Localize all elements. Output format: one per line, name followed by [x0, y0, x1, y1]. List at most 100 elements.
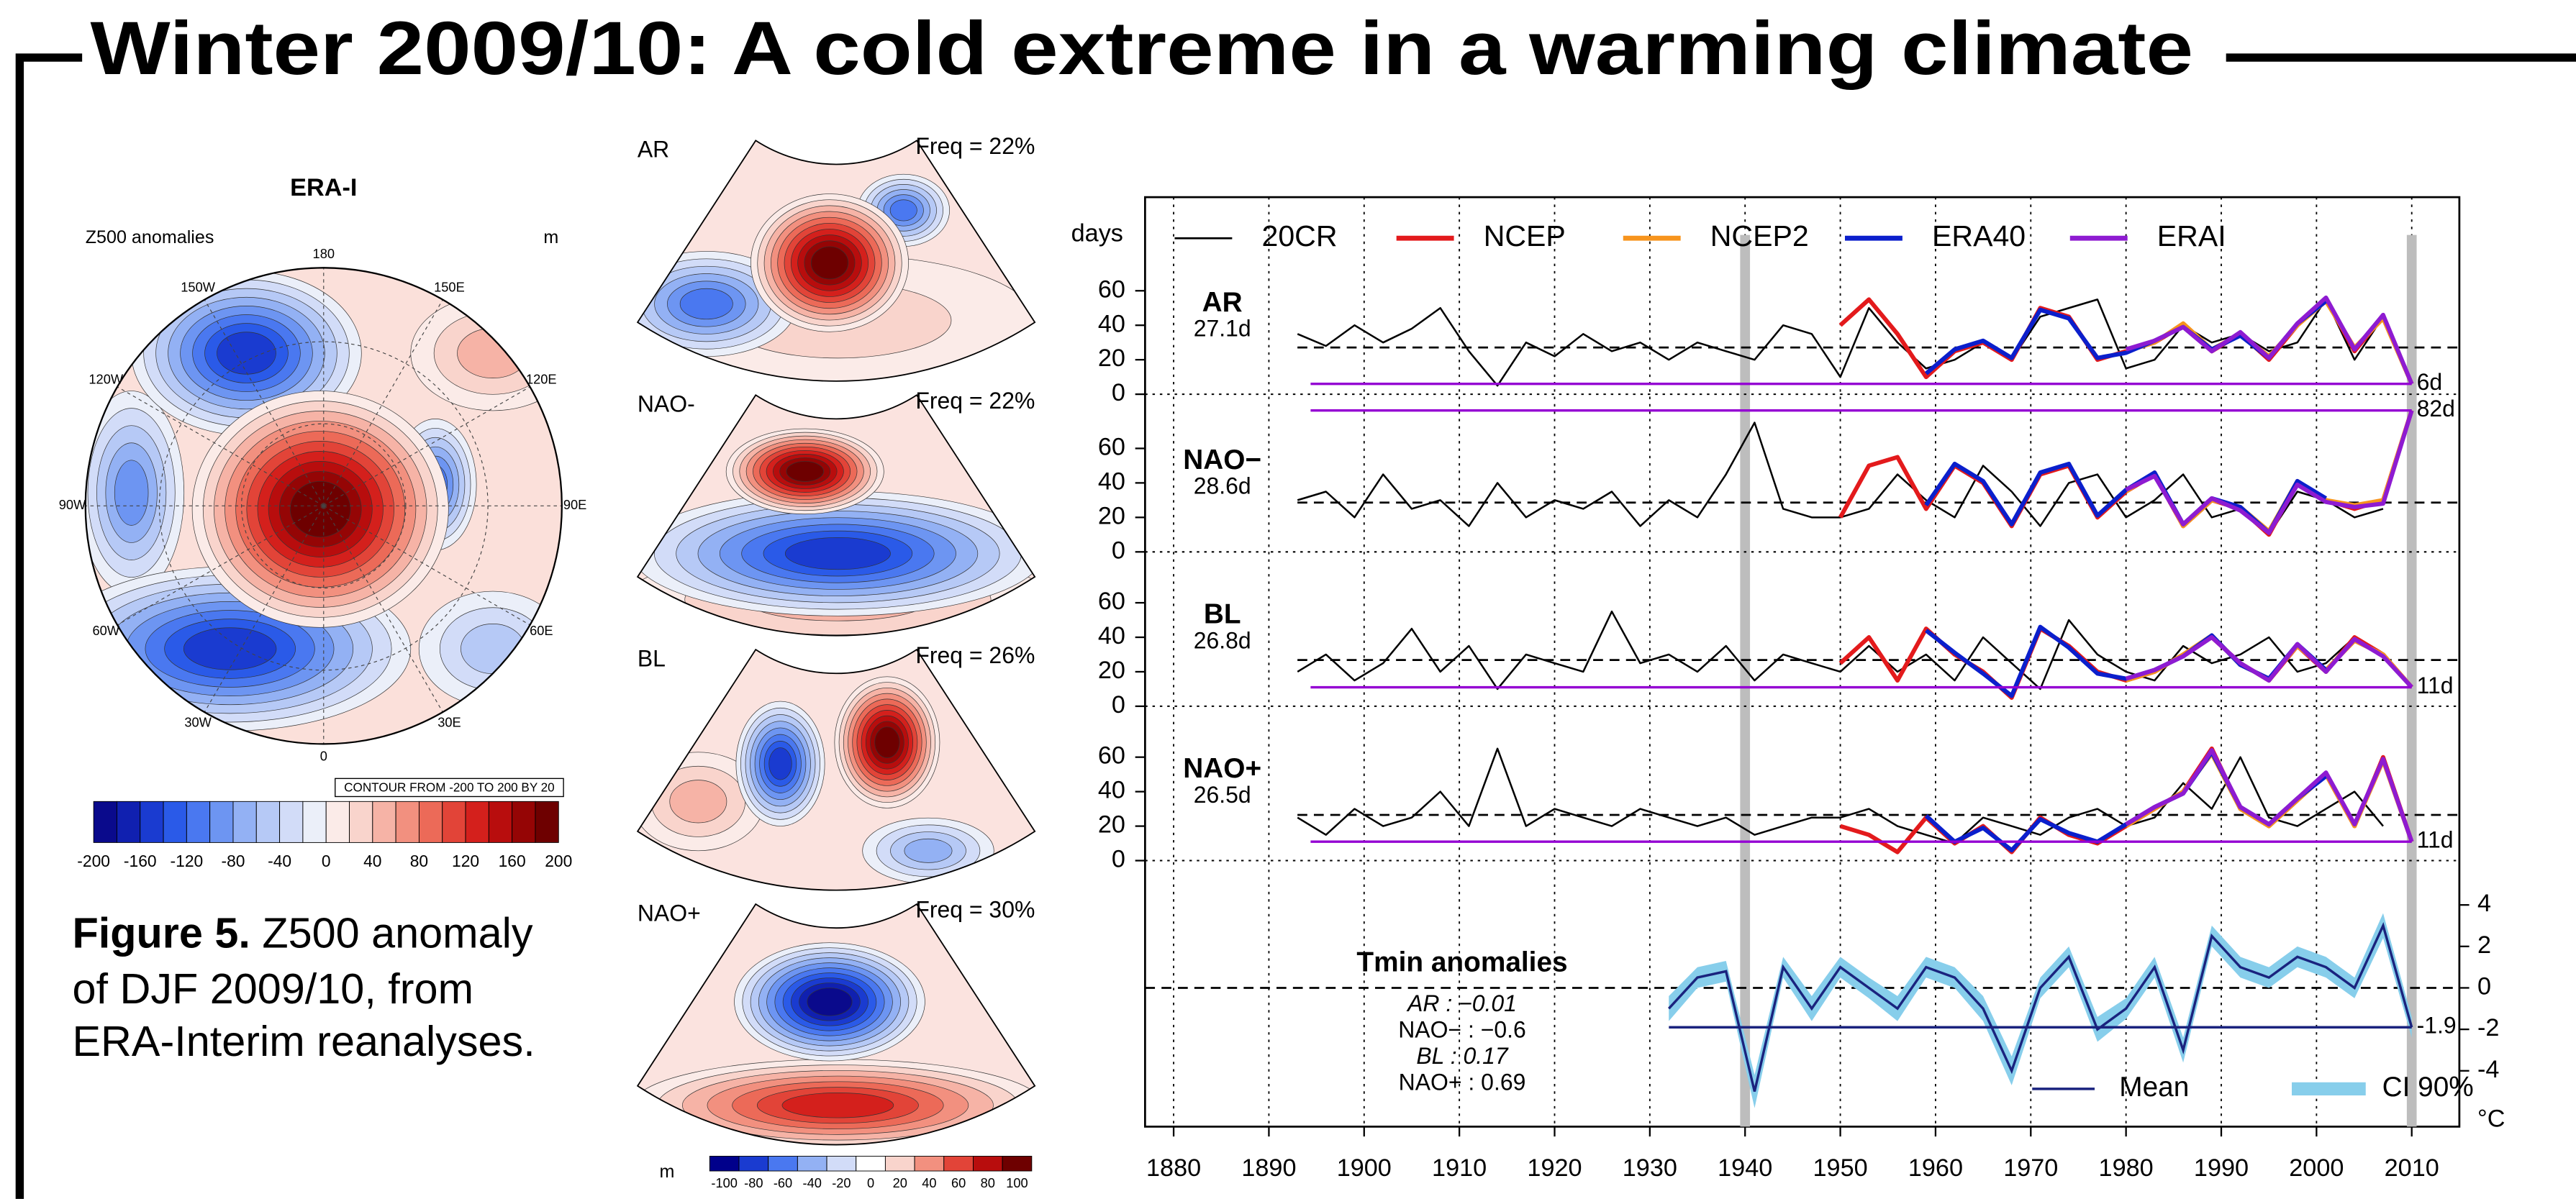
- colorbar-label: 120: [452, 852, 479, 870]
- regime-freq: Freq = 22%: [915, 388, 1035, 414]
- regime-label: BL: [1204, 599, 1241, 630]
- y-tick-label: -2: [2477, 1014, 2499, 1041]
- y-tick-label: 0: [2477, 973, 2491, 1000]
- longitude-label: 90E: [563, 497, 586, 512]
- series-line: [2125, 635, 2413, 689]
- colorbar-box: [140, 801, 164, 843]
- last-value-label: -1.9: [2417, 1013, 2457, 1039]
- map-unit: m: [543, 227, 558, 247]
- anomaly-contour: [768, 747, 792, 780]
- anomaly-contour: [183, 627, 277, 670]
- mean-label: 27.1d: [1194, 315, 1251, 341]
- regime-map: [638, 904, 1035, 1145]
- x-tick-label: 1880: [1146, 1154, 1201, 1182]
- last-value-label: 11d: [2417, 673, 2454, 698]
- fan-edge: [636, 140, 1036, 382]
- last-value-label: 6d: [2417, 369, 2443, 395]
- tmin-title: Tmin anomalies: [1356, 947, 1567, 978]
- fan-edge: [636, 393, 1036, 637]
- y-tick-label: 20: [1098, 345, 1125, 372]
- colorbar-box: [512, 801, 536, 843]
- x-tick-label: 1980: [2099, 1154, 2154, 1182]
- y-tick-label: 60: [1098, 275, 1125, 303]
- colorbar-box: [232, 801, 257, 843]
- meridian: [117, 386, 325, 506]
- colorbar-box: [943, 1156, 974, 1172]
- meridian: [204, 506, 325, 713]
- anomaly-contour: [114, 460, 149, 526]
- fan-edge: [636, 648, 1036, 891]
- colorbar-box: [186, 801, 211, 843]
- anomaly-contour: [781, 1093, 894, 1118]
- mean-label: 26.5d: [1194, 782, 1251, 808]
- x-tick-label: 1910: [1432, 1154, 1487, 1182]
- y-tick-label: -4: [2477, 1056, 2499, 1083]
- mean-label: 26.8d: [1194, 627, 1251, 653]
- caption: Figure 5. Z500 anomaly: [72, 908, 532, 957]
- y-tick-label: 0: [1112, 537, 1125, 564]
- legend-label: Mean: [2119, 1072, 2189, 1103]
- legend-label: NCEP: [1484, 219, 1566, 252]
- colorbar-label: 100: [1006, 1175, 1028, 1190]
- longitude-label: 30W: [184, 715, 212, 730]
- colorbar-label: -40: [803, 1175, 822, 1190]
- colorbar-box: [116, 801, 141, 843]
- meridian: [117, 505, 325, 626]
- longitude-label: 90W: [59, 497, 86, 512]
- series-line: [1297, 610, 2384, 690]
- x-tick-label: 1950: [1813, 1154, 1867, 1182]
- y-tick-label: 40: [1098, 310, 1125, 337]
- regime-name: NAO+: [638, 900, 701, 926]
- y-tick-label: 60: [1098, 433, 1125, 460]
- longitude-label: 120W: [89, 372, 123, 387]
- y-tick-label: 20: [1098, 502, 1125, 529]
- longitude-label: 60E: [530, 623, 553, 638]
- series-line: [2125, 748, 2414, 843]
- anomaly-contour: [810, 246, 849, 280]
- colorbar-box: [488, 801, 513, 843]
- regime-name: BL: [638, 645, 666, 671]
- caption-line: ERA-Interim reanalyses.: [72, 1017, 535, 1065]
- colorbar-label: 0: [867, 1175, 874, 1190]
- mean-label: 28.6d: [1194, 473, 1251, 499]
- colorbar-label: -80: [221, 852, 245, 870]
- meridian: [323, 386, 530, 506]
- meridian: [323, 506, 443, 713]
- legend-label: CI 90%: [2382, 1072, 2474, 1103]
- colorbar-label: 20: [893, 1175, 907, 1190]
- regime-label: AR: [1202, 287, 1243, 318]
- tmin-stat: BL : 0.17: [1416, 1043, 1509, 1069]
- colorbar-label: 0: [322, 852, 331, 870]
- caption-line: of DJF 2009/10, from: [72, 965, 473, 1013]
- colorbar-box: [279, 801, 304, 843]
- meridian: [323, 505, 530, 626]
- legend-label: ERAI: [2157, 219, 2226, 252]
- legend-label: 20CR: [1261, 219, 1337, 252]
- y-axis-unit: days: [1071, 220, 1123, 247]
- regime-label: NAO−: [1183, 445, 1261, 475]
- regime-freq: Freq = 30%: [915, 897, 1035, 923]
- colorbar-box: [738, 1156, 769, 1172]
- longitude-label: 30E: [437, 715, 461, 730]
- tmin-stat: NAO− : −0.6: [1398, 1016, 1526, 1042]
- colorbar-box: [302, 801, 327, 843]
- colorbar-box: [372, 801, 396, 843]
- fan-edge: [636, 903, 1036, 1146]
- x-tick-label: 2000: [2289, 1154, 2344, 1182]
- longitude-label: 180: [313, 246, 335, 261]
- anomaly-contour: [904, 838, 953, 863]
- regime-label: NAO+: [1183, 753, 1261, 784]
- x-tick-label: 1920: [1527, 1154, 1582, 1182]
- regime-name: AR: [638, 137, 669, 163]
- ci-band: [1669, 913, 2412, 1108]
- meridian: [204, 299, 325, 506]
- legend-label: ERA40: [1932, 219, 2026, 252]
- colorbar-box: [826, 1156, 857, 1172]
- colorbar-box: [797, 1156, 827, 1172]
- plot-frame: [1143, 196, 2461, 1128]
- map-edge: [84, 267, 563, 745]
- longitude-label: 150W: [181, 280, 215, 295]
- y-tick-label: 40: [1098, 468, 1125, 495]
- colorbar-label: -120: [171, 852, 204, 870]
